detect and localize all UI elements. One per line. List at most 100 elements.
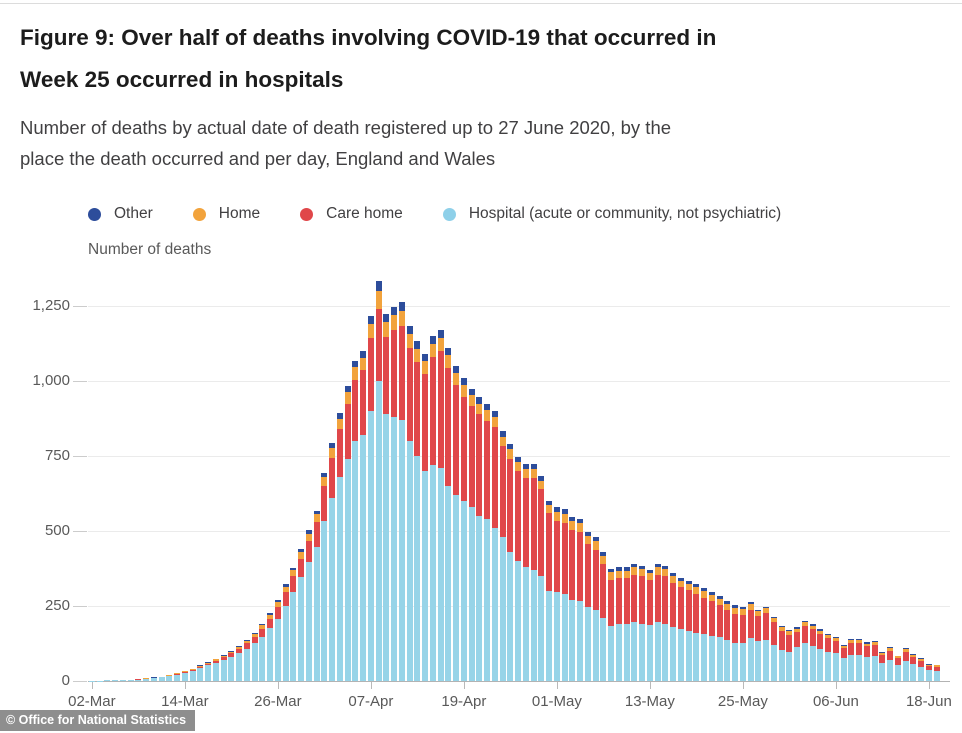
bar-04-May[interactable] (577, 519, 584, 681)
bar-10-Jun[interactable] (863, 642, 870, 681)
bar-05-Mar[interactable] (112, 680, 119, 681)
bar-24-Mar[interactable] (259, 623, 266, 681)
bar-18-May[interactable] (685, 580, 692, 682)
bar-17-Mar[interactable] (205, 662, 212, 681)
bar-09-Mar[interactable] (143, 678, 150, 681)
bar-01-May[interactable] (553, 507, 560, 681)
bar-15-May[interactable] (662, 565, 669, 682)
bar-15-Mar[interactable] (189, 668, 196, 681)
bar-26-May[interactable] (747, 601, 754, 681)
bar-29-Mar[interactable] (298, 549, 305, 681)
bar-30-Apr[interactable] (546, 500, 553, 681)
bar-05-Jun[interactable] (825, 633, 832, 681)
bar-22-May[interactable] (716, 596, 723, 681)
bar-10-Mar[interactable] (150, 677, 157, 681)
bar-13-Apr[interactable] (414, 341, 421, 681)
bar-17-Apr[interactable] (445, 348, 452, 681)
bar-11-May[interactable] (631, 564, 638, 681)
bar-01-Jun[interactable] (794, 627, 801, 681)
bar-04-Apr[interactable] (344, 386, 351, 681)
bar-15-Apr[interactable] (429, 336, 436, 681)
bar-16-May[interactable] (670, 573, 677, 681)
bar-28-Apr[interactable] (530, 464, 537, 681)
bar-24-May[interactable] (732, 605, 739, 681)
bar-06-Jun[interactable] (832, 637, 839, 681)
bar-14-Jun[interactable] (894, 655, 901, 681)
bar-29-Apr[interactable] (538, 475, 545, 681)
bar-21-Mar[interactable] (236, 645, 243, 681)
bar-27-Apr[interactable] (522, 464, 529, 681)
bar-08-Mar[interactable] (135, 678, 142, 681)
bar-13-Mar[interactable] (174, 672, 181, 681)
bar-25-Mar[interactable] (267, 613, 274, 681)
bar-02-May[interactable] (561, 509, 568, 681)
bar-11-Jun[interactable] (871, 640, 878, 681)
bar-14-May[interactable] (654, 564, 661, 681)
bar-30-Mar[interactable] (305, 530, 312, 681)
bar-20-Mar[interactable] (228, 650, 235, 681)
bar-21-Apr[interactable] (476, 397, 483, 681)
bar-21-May[interactable] (708, 592, 715, 681)
bar-31-May[interactable] (786, 629, 793, 681)
bar-23-Apr[interactable] (491, 410, 498, 681)
bar-28-Mar[interactable] (290, 567, 297, 681)
bar-14-Apr[interactable] (422, 354, 429, 681)
bar-16-Apr[interactable] (437, 330, 444, 681)
bar-12-May[interactable] (639, 565, 646, 682)
bar-04-Mar[interactable] (104, 680, 111, 681)
bar-23-Mar[interactable] (251, 632, 258, 681)
bar-15-Jun[interactable] (902, 648, 909, 681)
bar-07-Mar[interactable] (127, 679, 134, 682)
bar-08-Jun[interactable] (848, 639, 855, 681)
bar-01-Apr[interactable] (321, 472, 328, 681)
bar-19-May[interactable] (693, 584, 700, 681)
bar-07-May[interactable] (600, 552, 607, 681)
bar-11-Mar[interactable] (158, 676, 165, 682)
bar-24-Apr[interactable] (499, 430, 506, 681)
legend-item-other[interactable]: Other (88, 205, 153, 223)
bar-31-Mar[interactable] (313, 510, 320, 681)
bar-03-Apr[interactable] (336, 413, 343, 681)
bar-22-Mar[interactable] (243, 639, 250, 681)
bar-09-Apr[interactable] (383, 313, 390, 682)
bar-17-Jun[interactable] (918, 658, 925, 681)
bar-27-May[interactable] (755, 609, 762, 681)
bar-19-Mar[interactable] (220, 655, 227, 681)
bar-25-May[interactable] (739, 606, 746, 681)
bar-07-Apr[interactable] (367, 316, 374, 681)
bar-19-Jun[interactable] (933, 665, 940, 681)
bar-09-May[interactable] (615, 567, 622, 681)
bar-25-Apr[interactable] (507, 444, 514, 681)
bar-19-Apr[interactable] (460, 378, 467, 681)
bar-26-Apr[interactable] (515, 457, 522, 681)
legend-item-care[interactable]: Care home (300, 205, 403, 223)
legend-item-home[interactable]: Home (192, 205, 260, 223)
bar-18-Apr[interactable] (453, 366, 460, 681)
bar-10-May[interactable] (623, 567, 630, 681)
bar-13-May[interactable] (646, 570, 653, 681)
bar-12-Mar[interactable] (166, 675, 173, 681)
bar-13-Jun[interactable] (887, 647, 894, 681)
bar-02-Jun[interactable] (801, 620, 808, 681)
bar-16-Jun[interactable] (910, 654, 917, 681)
bar-17-May[interactable] (677, 577, 684, 682)
bar-20-Apr[interactable] (468, 388, 475, 682)
bar-26-Mar[interactable] (274, 600, 281, 681)
bar-04-Jun[interactable] (817, 629, 824, 681)
bar-06-Apr[interactable] (360, 351, 367, 681)
bar-06-Mar[interactable] (119, 679, 126, 681)
legend-item-hospital[interactable]: Hospital (acute or community, not psychi… (442, 205, 781, 223)
bar-30-May[interactable] (778, 625, 785, 681)
bar-27-Mar[interactable] (282, 584, 289, 681)
bar-23-May[interactable] (724, 601, 731, 681)
bar-14-Mar[interactable] (181, 671, 188, 681)
bar-12-Jun[interactable] (879, 652, 886, 681)
bar-08-Apr[interactable] (375, 280, 382, 681)
bar-03-May[interactable] (569, 517, 576, 681)
bar-05-May[interactable] (584, 532, 591, 681)
bar-28-May[interactable] (763, 606, 770, 681)
bar-05-Apr[interactable] (352, 360, 359, 681)
bar-11-Apr[interactable] (398, 302, 405, 681)
bar-06-May[interactable] (592, 537, 599, 681)
bar-22-Apr[interactable] (484, 404, 491, 681)
